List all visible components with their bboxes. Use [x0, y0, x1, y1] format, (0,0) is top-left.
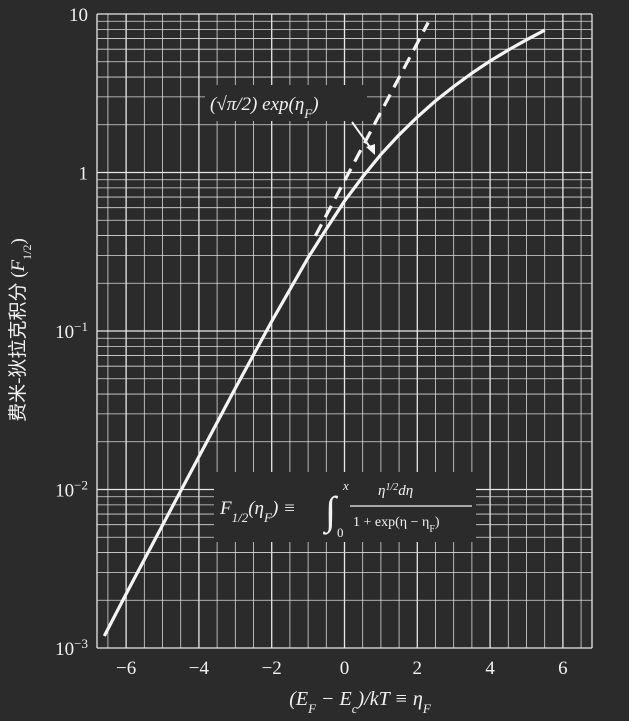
x-axis-label: (EF − Ec)/kT ≡ ηF — [289, 688, 432, 716]
series-line-fermi-dirac — [102, 28, 546, 637]
series-line-approximation — [313, 21, 430, 237]
x-tick-label: −6 — [116, 658, 136, 679]
integral-sign: ∫ — [322, 488, 339, 535]
x-tick-label: −2 — [262, 658, 282, 679]
y-axis-label: 费米-狄拉克积分 (F1/2) — [7, 238, 34, 422]
integral-annotation: F1/2(ηF) ≡ ∫ x 0 η1/2dη 1 + exp(η − ηF) — [214, 472, 476, 542]
x-tick-label: 0 — [340, 658, 350, 679]
y-tick-label: 1 — [79, 164, 89, 185]
y-tick-label: 10−2 — [55, 477, 88, 502]
y-tick-label: 10 — [69, 5, 88, 26]
x-tick-label: −4 — [189, 658, 210, 679]
svg-text:费米-狄拉克积分 (F1/2): 费米-狄拉克积分 (F1/2) — [7, 238, 34, 422]
tick-labels: −6 −4 −2 0 2 4 6 10−3 10−2 10−1 1 10 — [55, 5, 567, 679]
x-tick-label: 2 — [413, 658, 423, 679]
series-layer — [102, 21, 546, 637]
x-tick-label: 6 — [558, 658, 568, 679]
approximation-annotation: (√π/2) exp(ηF) — [205, 85, 375, 155]
y-tick-label: 10−3 — [55, 636, 88, 661]
y-tick-label: 10−1 — [55, 319, 88, 344]
integral-upper-limit: x — [342, 478, 349, 493]
approximation-arrowhead — [366, 144, 375, 155]
approximation-arrow — [351, 121, 373, 151]
x-tick-label: 4 — [485, 658, 495, 679]
integral-lower-limit: 0 — [337, 525, 344, 540]
integral-denominator: 1 + exp(η − ηF) — [353, 515, 440, 535]
